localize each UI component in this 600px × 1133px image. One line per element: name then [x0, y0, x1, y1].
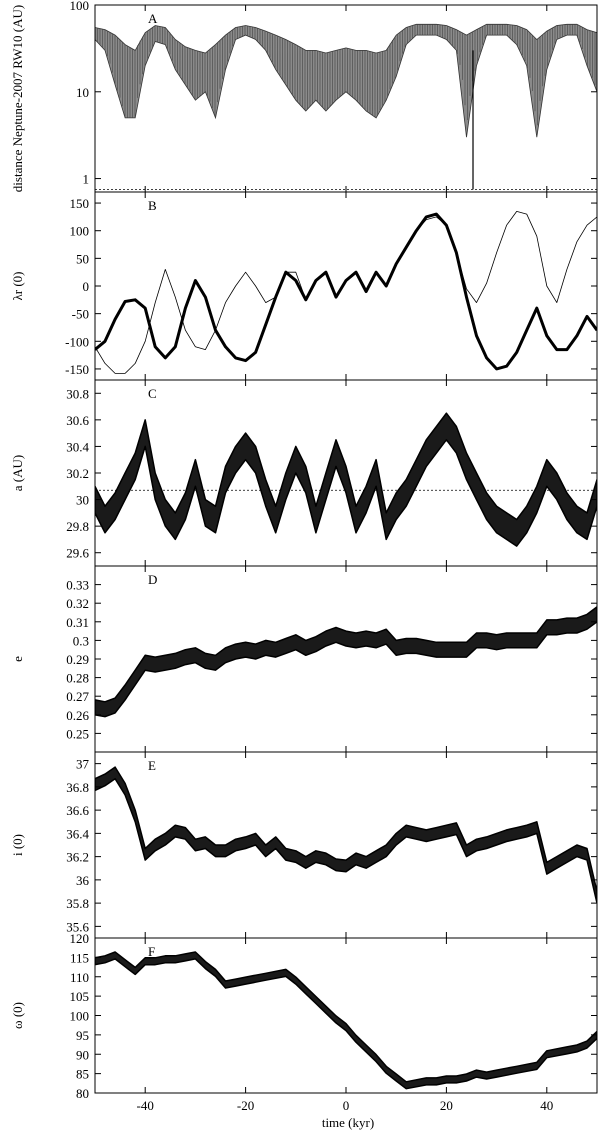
y-axis-label: distance Neptune-2007 RW10 (AU) [10, 5, 25, 192]
y-tick-label: 10 [76, 85, 89, 100]
panel-f-plot-area [95, 951, 597, 1090]
y-tick-label: 36 [76, 873, 90, 888]
y-tick-label: -100 [65, 334, 89, 349]
y-tick-label: 0.3 [73, 633, 89, 648]
series-thick [95, 212, 597, 371]
series-band [95, 412, 597, 547]
y-tick-label: 120 [70, 931, 90, 946]
y-tick-label: 29.6 [66, 546, 89, 561]
y-tick-label: 36.8 [66, 780, 89, 795]
y-tick-label: 36.6 [66, 803, 89, 818]
panel-d-plot-area [95, 606, 597, 718]
distance-envelope [95, 23, 597, 138]
panel-c: 29.6 29.8 30 30.2 30.4 30.6 30.8 Ca (AU) [10, 379, 598, 567]
panel-letter: A [148, 11, 158, 26]
y-tick-label: 30.8 [66, 386, 89, 401]
y-tick-label: 36.2 [66, 850, 89, 865]
y-tick-label: 0.29 [66, 652, 89, 667]
panel-b-plot-area [95, 211, 597, 374]
y-axis-label: a (AU) [10, 455, 25, 491]
y-tick-label: 90 [76, 1047, 89, 1062]
panel-b: -150 -100 -50 0 50 100 150 Bλr (0) [10, 191, 598, 381]
panel-c-plot-area [95, 412, 597, 547]
y-axis-label: i (0) [10, 834, 25, 856]
panel-e-plot-area [95, 766, 597, 904]
y-tick-label: 85 [76, 1067, 89, 1082]
panel-letter: B [148, 198, 157, 213]
y-tick-label: 35.6 [66, 919, 89, 934]
panel-letter: F [148, 944, 155, 959]
y-tick-label: 0.31 [66, 615, 89, 630]
y-tick-label: 0.32 [66, 596, 89, 611]
series-band [95, 951, 597, 1090]
y-tick-label: 30.6 [66, 413, 89, 428]
y-tick-label: 36.4 [66, 826, 89, 841]
x-tick-label: -20 [237, 1098, 254, 1113]
panel-letter: D [148, 572, 157, 587]
y-axis-label: λr (0) [10, 271, 25, 300]
series-band [95, 766, 597, 904]
y-tick-label: 50 [76, 251, 89, 266]
x-tick-label: -40 [137, 1098, 154, 1113]
y-tick-label: 0 [83, 279, 90, 294]
x-tick-label: 40 [540, 1098, 553, 1113]
y-tick-label: 30 [76, 493, 89, 508]
y-tick-label: 30.2 [66, 466, 89, 481]
y-tick-label: 115 [70, 950, 89, 965]
panel-f: 80 85 90 95 100 105 110 115 120 Fω (0) [10, 931, 598, 1101]
x-tick-label: 0 [343, 1098, 350, 1113]
panel-a-plot-area [95, 23, 597, 190]
y-tick-label: 150 [70, 196, 90, 211]
y-tick-label: 35.8 [66, 896, 89, 911]
panel-d: 0.25 0.26 0.27 0.28 0.29 0.3 0.31 0.32 0.33 De [10, 565, 598, 753]
y-tick-label: 0.26 [66, 708, 89, 723]
y-tick-label: 100 [70, 224, 90, 239]
distance-oscillation [95, 24, 596, 126]
y-tick-label: 100 [70, 1009, 90, 1024]
x-tick-label: 20 [440, 1098, 453, 1113]
y-tick-label: 100 [70, 0, 90, 13]
x-axis-label: time (kyr) [322, 1115, 374, 1130]
y-tick-label: 0.33 [66, 578, 89, 593]
panel-letter: C [148, 386, 157, 401]
y-tick-label: 1 [83, 172, 90, 187]
y-tick-label: 37 [76, 757, 90, 772]
y-tick-label: 110 [70, 970, 89, 985]
series-band [95, 606, 597, 718]
y-tick-label: 95 [76, 1028, 89, 1043]
panel-e: 35.6 35.8 36 36.2 36.4 36.6 36.8 37 Ei (0) [10, 751, 598, 939]
y-tick-label: -50 [72, 307, 89, 322]
y-tick-label: 0.27 [66, 689, 89, 704]
y-tick-label: 105 [70, 989, 90, 1004]
y-axis-label: e [10, 656, 25, 662]
series-thin [95, 211, 597, 374]
x-axis-tick-labels: -40 -20 0 20 40 [137, 1098, 554, 1113]
y-axis-label: ω (0) [10, 1002, 25, 1029]
panel-frame [94, 751, 598, 939]
panel-letter: E [148, 758, 156, 773]
y-tick-label: 30.4 [66, 439, 89, 454]
y-tick-label: 0.28 [66, 671, 89, 686]
y-tick-label: -150 [65, 362, 89, 377]
y-tick-label: 80 [76, 1086, 89, 1101]
y-tick-label: 0.25 [66, 726, 89, 741]
y-tick-label: 29.8 [66, 519, 89, 534]
